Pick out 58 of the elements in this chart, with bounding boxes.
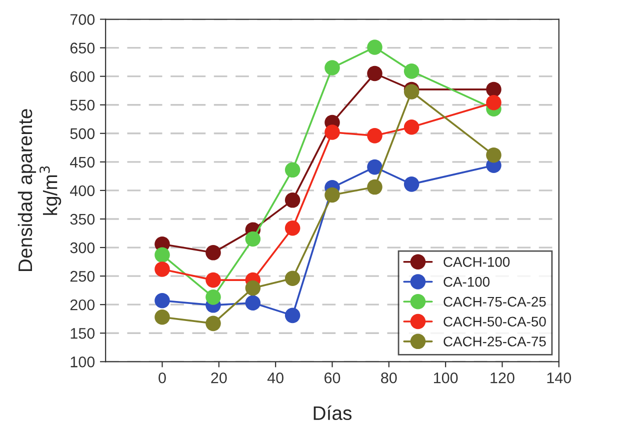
y-axis-title: Densidad aparente kg/m$^{3}$ xyxy=(18,109,62,272)
point xyxy=(367,40,382,55)
point xyxy=(284,220,300,236)
point xyxy=(404,176,420,192)
legend-label: CA-100 xyxy=(444,276,490,287)
point xyxy=(154,310,170,325)
y-tick-label: 450 xyxy=(70,156,95,168)
x-tick-label: 60 xyxy=(324,372,340,384)
y-tick-label: 550 xyxy=(70,100,95,111)
point xyxy=(284,192,300,208)
y-tick-label: 650 xyxy=(70,42,95,54)
y-tick-label: 100 xyxy=(70,356,95,368)
x-tick-label: 80 xyxy=(381,372,397,384)
point xyxy=(245,231,261,247)
legend-label: CACH-50-CA-50 xyxy=(444,316,546,327)
point xyxy=(367,128,382,144)
point xyxy=(284,308,300,324)
y-tick-label: 150 xyxy=(70,328,95,339)
y-tick-label: 200 xyxy=(70,299,95,310)
point xyxy=(206,316,221,332)
x-tick-label: 120 xyxy=(490,372,514,384)
point xyxy=(284,270,300,286)
point xyxy=(206,245,221,260)
legend-label: CACH-25-CA-75 xyxy=(444,336,546,346)
y-tick-label: 400 xyxy=(70,185,95,196)
x-axis-title: Días xyxy=(314,406,352,420)
point xyxy=(324,60,340,76)
point xyxy=(367,159,382,175)
point xyxy=(245,280,261,296)
point xyxy=(324,187,340,203)
x-tick-label: 20 xyxy=(211,372,227,384)
x-tick-label: 140 xyxy=(547,372,572,384)
x-tick-label: 0 xyxy=(158,372,166,384)
point xyxy=(154,292,170,308)
y-tick-label: 700 xyxy=(70,14,95,25)
legend-label: CACH-100 xyxy=(444,257,510,267)
y-tick-label: 300 xyxy=(70,242,95,254)
y-tick-label: 350 xyxy=(70,214,95,225)
point xyxy=(245,295,261,311)
x-tick-label: 100 xyxy=(434,372,458,384)
point xyxy=(284,162,300,178)
point xyxy=(324,124,340,140)
y-tick-label: 500 xyxy=(70,128,95,140)
point xyxy=(486,147,502,163)
point xyxy=(367,66,382,82)
point xyxy=(154,262,170,277)
y-tick-label: 250 xyxy=(70,270,95,282)
point xyxy=(486,82,502,98)
point xyxy=(154,247,170,263)
legend-label: CACH-75-CA-25 xyxy=(444,296,546,307)
point xyxy=(486,94,502,110)
point xyxy=(404,119,420,135)
point xyxy=(404,64,420,79)
x-tick-label: 40 xyxy=(267,372,284,384)
point xyxy=(206,290,221,305)
y-tick-label: 600 xyxy=(70,71,95,82)
point xyxy=(206,272,221,288)
point xyxy=(367,179,382,195)
